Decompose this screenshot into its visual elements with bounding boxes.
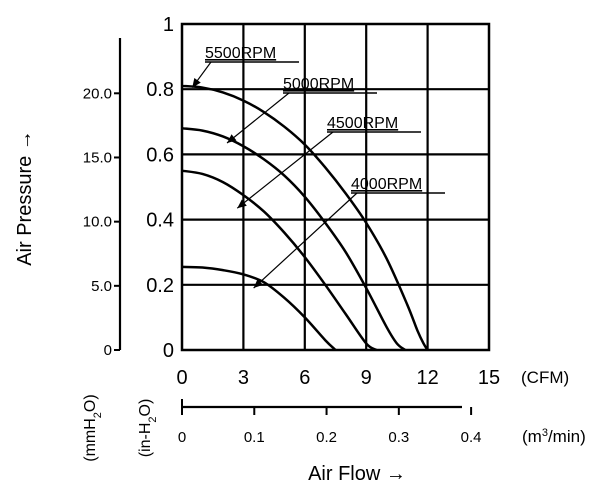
mmh2o-tick-label: 10.0: [83, 214, 112, 231]
x-axis-title: Air Flow →: [308, 463, 406, 485]
y-axis-title: Air Pressure →: [14, 130, 36, 266]
axes: 0 0.2 0.4 0.6 0.8 1 0 3 6 9 12 15 0 5.0 10.0 15.0 20.0 0 0…: [83, 14, 500, 446]
curve-label: 4500RPM: [327, 115, 398, 132]
inh2o-tick-label: 0: [163, 340, 174, 362]
m3-tick-label: 0.4: [461, 429, 482, 446]
mmh2o-tick-label: 15.0: [83, 149, 112, 166]
cfm-tick-label: 0: [176, 367, 187, 389]
mmh2o-unit-tail: O): [82, 394, 99, 412]
curve-label-leader: [253, 192, 358, 289]
m3-tick-label: 0.3: [388, 429, 409, 446]
curve-5000rpm: [181, 127, 406, 352]
curve-5500rpm: [181, 84, 429, 351]
curve-4000rpm: [181, 265, 337, 351]
curve-label-arrowhead: [192, 77, 201, 88]
curve-label: 5500RPM: [205, 45, 276, 62]
inh2o-unit-tail: O): [137, 399, 154, 417]
curve-label: 5000RPM: [283, 76, 354, 93]
m3-unit-label: (m3/min): [522, 427, 586, 446]
curves: [181, 84, 429, 352]
mmh2o-tick-label: 0: [104, 342, 112, 359]
mmh2o-unit-base: (mmH: [82, 418, 99, 462]
inh2o-tick-label: 0.8: [146, 79, 174, 101]
cfm-tick-label: 3: [238, 367, 249, 389]
mmh2o-unit-label: (mmH2O): [82, 394, 104, 461]
inh2o-tick-label: 0.4: [146, 210, 174, 232]
curve-label-leader: [236, 131, 334, 209]
m3-tick-label: 0: [178, 429, 186, 446]
inh2o-unit-label: (in-H2O): [137, 399, 159, 458]
mmh2o-tick-label: 20.0: [83, 85, 112, 102]
inh2o-tick-label: 0.2: [146, 275, 174, 297]
grid-lines: [182, 24, 489, 350]
svg-text:(in-H2O): (in-H2O): [137, 399, 159, 458]
m3-unit-tail: /min): [548, 427, 586, 446]
cfm-tick-label: 6: [299, 367, 310, 389]
mmh2o-tick-label: 5.0: [91, 278, 112, 295]
curve-label-leader: [226, 92, 290, 144]
inh2o-unit-base: (in-H: [137, 423, 154, 458]
curve-label-arrowhead: [253, 279, 263, 289]
cfm-tick-label: 15: [478, 367, 500, 389]
m3-unit-base: (m: [522, 427, 542, 446]
cfm-tick-label: 9: [361, 367, 372, 389]
svg-text:(mmH2O): (mmH2O): [82, 394, 104, 461]
cfm-tick-label: 12: [416, 367, 438, 389]
m3-unit-sup: 3: [542, 427, 548, 439]
curve-label-arrowhead: [237, 199, 247, 209]
m3-tick-label: 0.1: [244, 429, 265, 446]
curve-4500rpm: [181, 169, 378, 352]
m3-tick-label: 0.2: [316, 429, 337, 446]
cfm-unit-label: (CFM): [521, 368, 569, 387]
inh2o-tick-label: 0.6: [146, 144, 174, 166]
curve-label-arrowhead: [227, 134, 237, 143]
inh2o-tick-label: 1: [163, 14, 174, 36]
mmh2o-unit-sub: 2: [92, 412, 104, 418]
curve-labels: 5500RPM 5000RPM 4500RPM 4000RPM: [191, 45, 445, 289]
curve-label: 4000RPM: [351, 176, 422, 193]
inh2o-unit-sub: 2: [147, 416, 159, 422]
